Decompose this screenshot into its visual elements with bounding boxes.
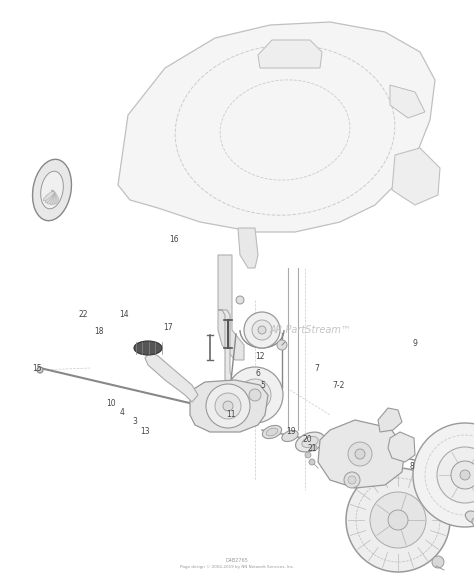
Circle shape [258, 326, 266, 334]
Polygon shape [318, 420, 405, 488]
Circle shape [215, 393, 241, 419]
Circle shape [249, 389, 261, 401]
Polygon shape [190, 380, 268, 432]
Circle shape [432, 556, 444, 568]
Text: Page design © 2004-2019 by NN Network Services, Inc.: Page design © 2004-2019 by NN Network Se… [180, 565, 294, 569]
Ellipse shape [282, 430, 298, 441]
Text: 13: 13 [140, 427, 149, 436]
Text: 8: 8 [409, 462, 414, 471]
Polygon shape [390, 85, 425, 118]
Text: 6: 6 [256, 369, 261, 379]
Circle shape [37, 367, 43, 373]
Polygon shape [238, 228, 258, 268]
Text: 10: 10 [107, 399, 116, 409]
Circle shape [344, 472, 360, 488]
Circle shape [437, 447, 474, 503]
Circle shape [451, 461, 474, 489]
Circle shape [206, 384, 250, 428]
Text: 21: 21 [307, 444, 317, 454]
Circle shape [355, 449, 365, 459]
Circle shape [311, 445, 317, 451]
Polygon shape [392, 148, 440, 205]
Polygon shape [218, 255, 244, 360]
Ellipse shape [51, 191, 55, 205]
Ellipse shape [46, 192, 54, 203]
Circle shape [236, 296, 244, 304]
Polygon shape [145, 352, 198, 402]
Ellipse shape [41, 171, 64, 209]
Text: D4B2765: D4B2765 [226, 557, 248, 563]
Ellipse shape [472, 518, 474, 529]
Circle shape [346, 468, 450, 572]
Text: 22: 22 [78, 310, 88, 319]
Circle shape [370, 492, 426, 548]
Circle shape [239, 379, 271, 411]
Polygon shape [378, 408, 402, 432]
Ellipse shape [296, 432, 324, 452]
Polygon shape [218, 310, 270, 385]
Ellipse shape [47, 192, 54, 204]
Ellipse shape [263, 425, 282, 439]
Text: 19: 19 [287, 427, 296, 436]
Circle shape [348, 442, 372, 466]
Circle shape [388, 510, 408, 530]
Ellipse shape [50, 191, 55, 205]
Circle shape [460, 470, 470, 480]
Polygon shape [258, 40, 322, 68]
Text: 18: 18 [94, 327, 103, 336]
Circle shape [305, 452, 311, 458]
Circle shape [309, 459, 315, 465]
Ellipse shape [302, 436, 318, 448]
Polygon shape [388, 432, 415, 462]
Text: 4: 4 [120, 408, 125, 417]
Text: 14: 14 [119, 310, 129, 319]
Text: AR PartStream™: AR PartStream™ [269, 325, 351, 335]
Ellipse shape [52, 190, 57, 204]
Ellipse shape [134, 341, 162, 355]
Text: 17: 17 [164, 323, 173, 332]
Text: 7: 7 [314, 364, 319, 373]
Circle shape [252, 320, 272, 340]
Circle shape [277, 340, 287, 350]
Text: 15: 15 [32, 364, 42, 373]
Circle shape [223, 401, 233, 411]
Text: 16: 16 [170, 235, 179, 244]
Circle shape [413, 423, 474, 527]
Text: 12: 12 [255, 352, 264, 361]
Text: 20: 20 [302, 435, 312, 444]
Ellipse shape [266, 428, 278, 436]
Text: 11: 11 [227, 410, 236, 419]
Text: 7-2: 7-2 [333, 381, 345, 390]
Text: 5: 5 [261, 381, 265, 390]
Text: 9: 9 [412, 339, 417, 348]
Circle shape [227, 367, 283, 423]
Ellipse shape [33, 159, 72, 221]
Circle shape [244, 312, 280, 348]
Text: 3: 3 [133, 417, 137, 426]
Circle shape [348, 476, 356, 484]
Ellipse shape [465, 511, 474, 523]
Polygon shape [118, 22, 435, 232]
Ellipse shape [51, 190, 59, 203]
Ellipse shape [43, 192, 55, 201]
